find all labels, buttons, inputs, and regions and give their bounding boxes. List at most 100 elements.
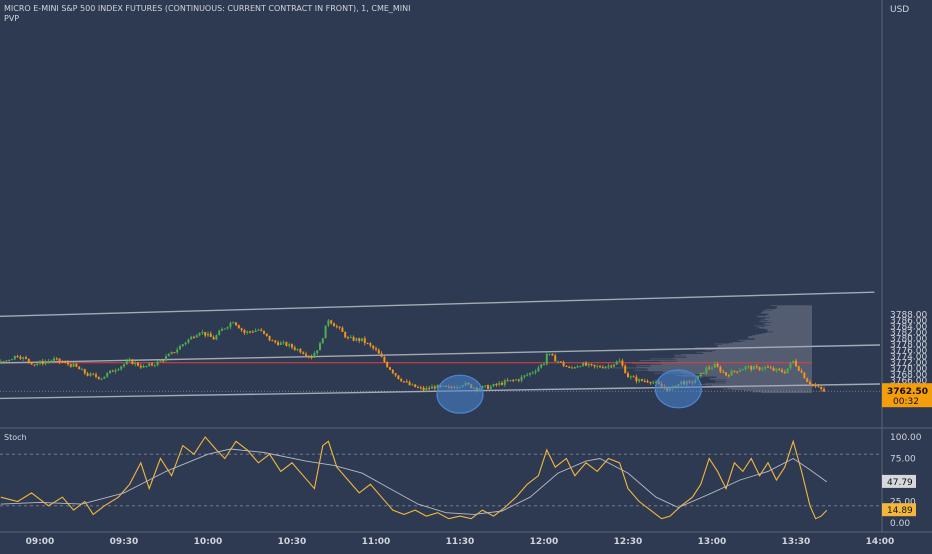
volume-profile-bar [777, 306, 812, 307]
candle-body [100, 378, 103, 380]
candle-body [607, 365, 610, 367]
volume-profile-bar [676, 359, 812, 361]
stoch-label[interactable]: Stoch [4, 433, 27, 442]
candle-body [795, 360, 797, 367]
candle-body [548, 353, 551, 355]
volume-profile-bar [758, 316, 812, 318]
candle-body [341, 327, 344, 333]
volume-profile-bar [765, 318, 812, 319]
candle-body [517, 379, 520, 381]
volume-profile-bar [766, 332, 812, 334]
candle-body [75, 363, 78, 367]
candle-body [593, 364, 596, 367]
candle-body [557, 361, 559, 363]
volume-profile-bar [602, 367, 812, 369]
trend-line-1[interactable] [0, 291, 875, 318]
candle-body [775, 368, 778, 371]
volume-profile-bar [773, 331, 812, 333]
candle-body [27, 358, 30, 362]
volume-profile-bar [672, 357, 812, 359]
volume-profile-bar [745, 340, 812, 342]
candle-body [568, 366, 571, 368]
candle-body [179, 346, 181, 350]
volume-profile-bar [757, 327, 812, 328]
volume-profile-bar [703, 353, 812, 355]
candle-body [142, 365, 145, 368]
candle-body [727, 375, 730, 377]
candle-body [106, 373, 109, 377]
price-tick-label: 3784.00 [890, 323, 927, 333]
volume-profile-bar [765, 309, 812, 310]
candle-body [44, 361, 47, 364]
candle-body [484, 385, 487, 387]
candle-body [713, 363, 716, 368]
price-tick-label: 3768.00 [890, 371, 927, 381]
trend-line-3[interactable] [0, 383, 881, 400]
candle-body [305, 353, 307, 356]
candle-body [649, 382, 652, 384]
candle-body [128, 359, 131, 362]
indicator-label-pvp[interactable]: PVP [4, 14, 20, 23]
candle-body [481, 386, 484, 389]
volume-profile-bar [717, 345, 812, 346]
candle-body [209, 333, 212, 337]
time-tick-label: 13:30 [782, 537, 811, 547]
candle-body [201, 331, 204, 333]
candle-body [537, 367, 540, 372]
candle-body [319, 343, 321, 351]
candle-body [83, 369, 86, 374]
candle-body [783, 371, 786, 374]
candle-body [389, 367, 391, 370]
highlight-ellipse-1[interactable] [436, 374, 484, 414]
candle-body [103, 376, 106, 379]
stoch-tick-label: 25.00 [890, 498, 916, 508]
candle-body [529, 372, 531, 375]
symbol-title[interactable]: MICRO E-MINI S&P 500 INDEX FUTURES (CONT… [4, 4, 411, 13]
volume-profile-bar [761, 392, 812, 394]
price-tick-label: 3786.00 [890, 317, 927, 327]
volume-profile-bar [754, 339, 812, 340]
candle-body [489, 386, 492, 389]
volume-profile-bar [731, 389, 812, 391]
candle-body [638, 379, 641, 382]
candle-body [347, 337, 349, 339]
candle-body [30, 361, 33, 365]
volume-profile-bar [762, 323, 812, 325]
candle-body [425, 387, 428, 391]
candle-body [705, 367, 708, 374]
candle-body [428, 387, 431, 389]
candle-body [221, 328, 223, 331]
candle-body [36, 363, 39, 366]
candle-body [131, 359, 134, 365]
candle-body [559, 361, 562, 363]
candle-body [405, 381, 408, 383]
candle-body [165, 356, 167, 361]
candle-body [277, 342, 279, 345]
candle-body [403, 381, 405, 383]
volume-profile-bar [759, 321, 812, 322]
candle-body [820, 386, 823, 390]
candle-body [789, 363, 792, 369]
candle-body [109, 370, 111, 374]
candle-body [741, 369, 744, 371]
volume-profile-bar [639, 360, 812, 361]
candle-body [792, 360, 795, 364]
volume-profile-bar [762, 310, 812, 312]
candle-body [11, 359, 13, 361]
candle-body [730, 370, 733, 376]
candle-body [383, 356, 386, 363]
volume-profile-bar [650, 358, 812, 360]
time-tick-label: 14:00 [866, 537, 895, 547]
candle-body [643, 380, 646, 382]
candle-body [22, 357, 25, 359]
candle-body [369, 343, 372, 346]
volume-profile-bar [654, 372, 812, 374]
stoch-line-k [0, 436, 828, 520]
highlight-ellipse-2[interactable] [654, 369, 703, 409]
candle-body [72, 363, 75, 367]
candle-body [753, 366, 755, 370]
volume-profile-bar [716, 345, 812, 347]
candle-body [431, 386, 433, 389]
candle-body [240, 328, 243, 331]
